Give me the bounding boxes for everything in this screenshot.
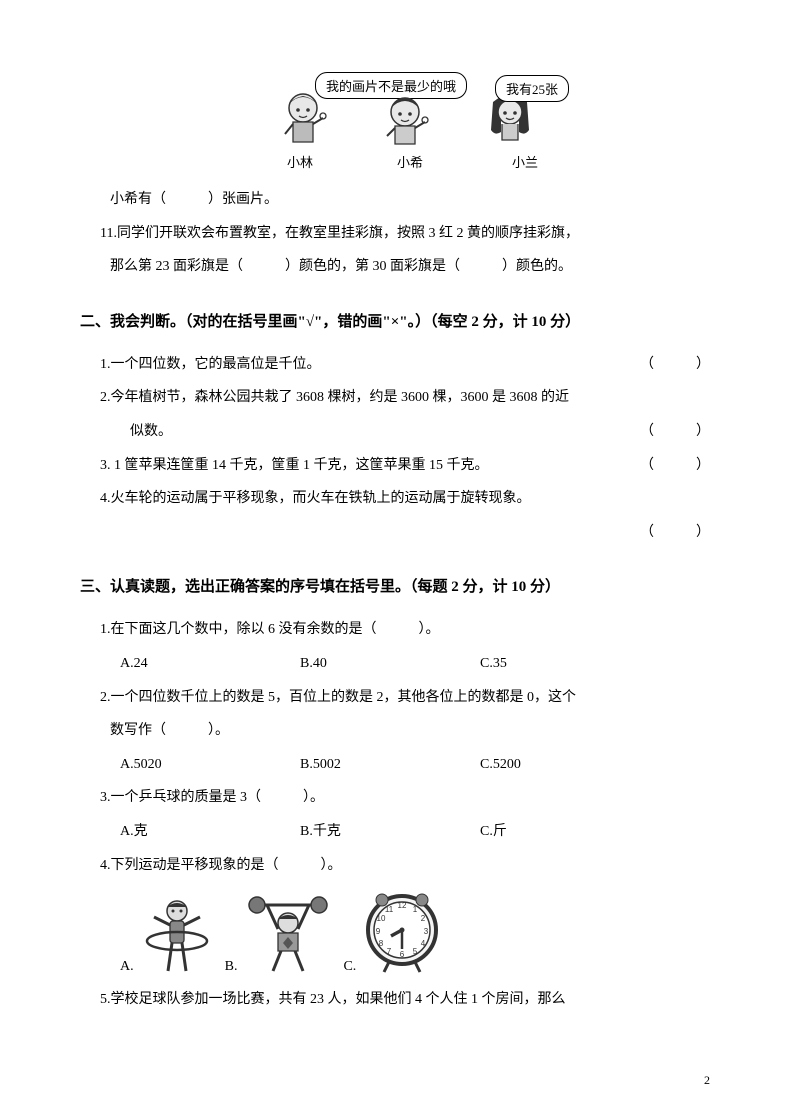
judge-text: 3. 1 筐苹果连筐重 14 千克，筐重 1 千克，这筐苹果重 15 千克。 [100,449,489,483]
section2-item1: 1.一个四位数，它的最高位是千位。 （ ） [100,348,710,382]
option-b-weightlift: B. [225,895,334,975]
option-a-hula: A. [120,895,215,975]
svg-text:1: 1 [413,905,418,914]
weightlifting-icon [243,895,333,975]
section2-item4: 4.火车轮的运动属于平移现象，而火车在铁轨上的运动属于旋转现象。 [100,482,710,516]
section2-header: 二、我会判断。（对的在括号里画"√"，错的画"×"。）（每空 2 分，计 10 … [80,304,710,340]
character-xiaolan: 我有25张 小兰 [475,80,545,171]
judge-text: 1.一个四位数，它的最高位是千位。 [100,348,321,382]
q11-text: 11.同学们开联欢会布置教室，在教室里挂彩旗，按照 3 红 2 黄的顺序挂彩旗， [100,217,710,251]
option-label-c: C. [343,959,356,975]
option-a: A.克 [120,815,300,849]
option-b: B.40 [300,647,480,681]
judge-paren: （ ） [620,516,710,550]
svg-text:4: 4 [421,939,426,948]
characters-illustration: 我的画片不是最少的哦 小林 小希 我有25张 [110,80,710,171]
judge-paren: （ ） [620,449,710,483]
section2-item2-sub: 似数。 （ ） [130,415,710,449]
svg-text:3: 3 [424,927,429,936]
speech-bubble-xiaolan: 我有25张 [495,75,569,102]
option-label-a: A. [120,959,134,975]
svg-text:8: 8 [379,939,384,948]
s3-q4-stem: 4.下列运动是平移现象的是（ ）。 [100,849,710,883]
section2-item2: 2.今年植树节，森林公园共栽了 3608 棵树，约是 3600 棵，3600 是… [100,381,710,415]
option-c: C.斤 [480,815,507,849]
s3-q2-stem: 2.一个四位数千位上的数是 5，百位上的数是 2，其他各位上的数都是 0，这个 [100,681,710,715]
s3-q2-options: A.5020 B.5002 C.5200 [120,748,710,782]
section2-item4-paren: （ ） [130,516,710,550]
option-label-b: B. [225,959,238,975]
judge-paren: （ ） [620,348,710,382]
s3-q1-stem: 1.在下面这几个数中，除以 6 没有余数的是（ ）。 [100,613,710,647]
section2-item3: 3. 1 筐苹果连筐重 14 千克，筐重 1 千克，这筐苹果重 15 千克。 （… [100,449,710,483]
s3-q3-stem: 3.一个乒乓球的质量是 3（ ）。 [100,781,710,815]
svg-text:2: 2 [421,914,426,923]
hula-hoop-icon [140,895,215,975]
option-b: B.千克 [300,815,480,849]
s3-q5-stem: 5.学校足球队参加一场比赛，共有 23 人，如果他们 4 个人住 1 个房间，那… [100,983,710,1017]
option-c-clock: C. 12 3 6 9 12 45 78 1011 [343,890,442,975]
q10-followup: 小希有（ ）张画片。 [110,183,710,217]
option-a: A.5020 [120,748,300,782]
svg-text:10: 10 [377,914,386,923]
s3-q2-sub: 数写作（ ）。 [110,714,710,748]
s3-q1-options: A.24 B.40 C.35 [120,647,710,681]
boy-icon [375,80,435,150]
character-name-xiaolin: 小林 [287,152,313,171]
svg-text:6: 6 [400,950,405,959]
svg-text:11: 11 [385,905,394,914]
judge-text: 似数。 [130,415,172,449]
svg-text:5: 5 [413,947,418,956]
character-name-xiaolan: 小兰 [512,152,538,171]
character-name-xiaoxi: 小希 [397,152,423,171]
judge-paren: （ ） [620,415,710,449]
page-number: 2 [704,1073,710,1088]
svg-text:12: 12 [398,901,407,910]
q11-sub: 那么第 23 面彩旗是（ ）颜色的，第 30 面彩旗是（ ）颜色的。 [110,250,710,284]
option-a: A.24 [120,647,300,681]
character-xiaolin: 我的画片不是最少的哦 小林 [275,80,335,171]
section3-header: 三、认真读题，选出正确答案的序号填在括号里。（每题 2 分，计 10 分） [80,569,710,605]
clock-icon: 12 3 6 9 12 45 78 1011 [362,890,442,975]
option-b: B.5002 [300,748,480,782]
character-xiaoxi: 小希 [375,80,435,171]
option-c: C.5200 [480,748,521,782]
svg-text:9: 9 [376,927,381,936]
s3-q3-options: A.克 B.千克 C.斤 [120,815,710,849]
svg-text:7: 7 [387,947,392,956]
s3-q4-options: A. B. C. [120,890,710,975]
option-c: C.35 [480,647,507,681]
